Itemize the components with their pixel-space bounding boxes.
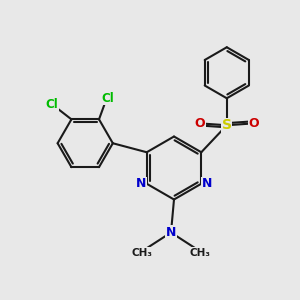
Text: N: N — [166, 226, 176, 239]
Text: N: N — [202, 177, 212, 190]
Text: N: N — [136, 177, 146, 190]
Text: CH₃: CH₃ — [190, 248, 211, 258]
Text: O: O — [194, 117, 205, 130]
Text: Cl: Cl — [102, 92, 114, 105]
Text: CH₃: CH₃ — [131, 248, 152, 258]
Text: O: O — [248, 117, 259, 130]
Text: S: S — [222, 118, 232, 132]
Text: Cl: Cl — [46, 98, 58, 111]
